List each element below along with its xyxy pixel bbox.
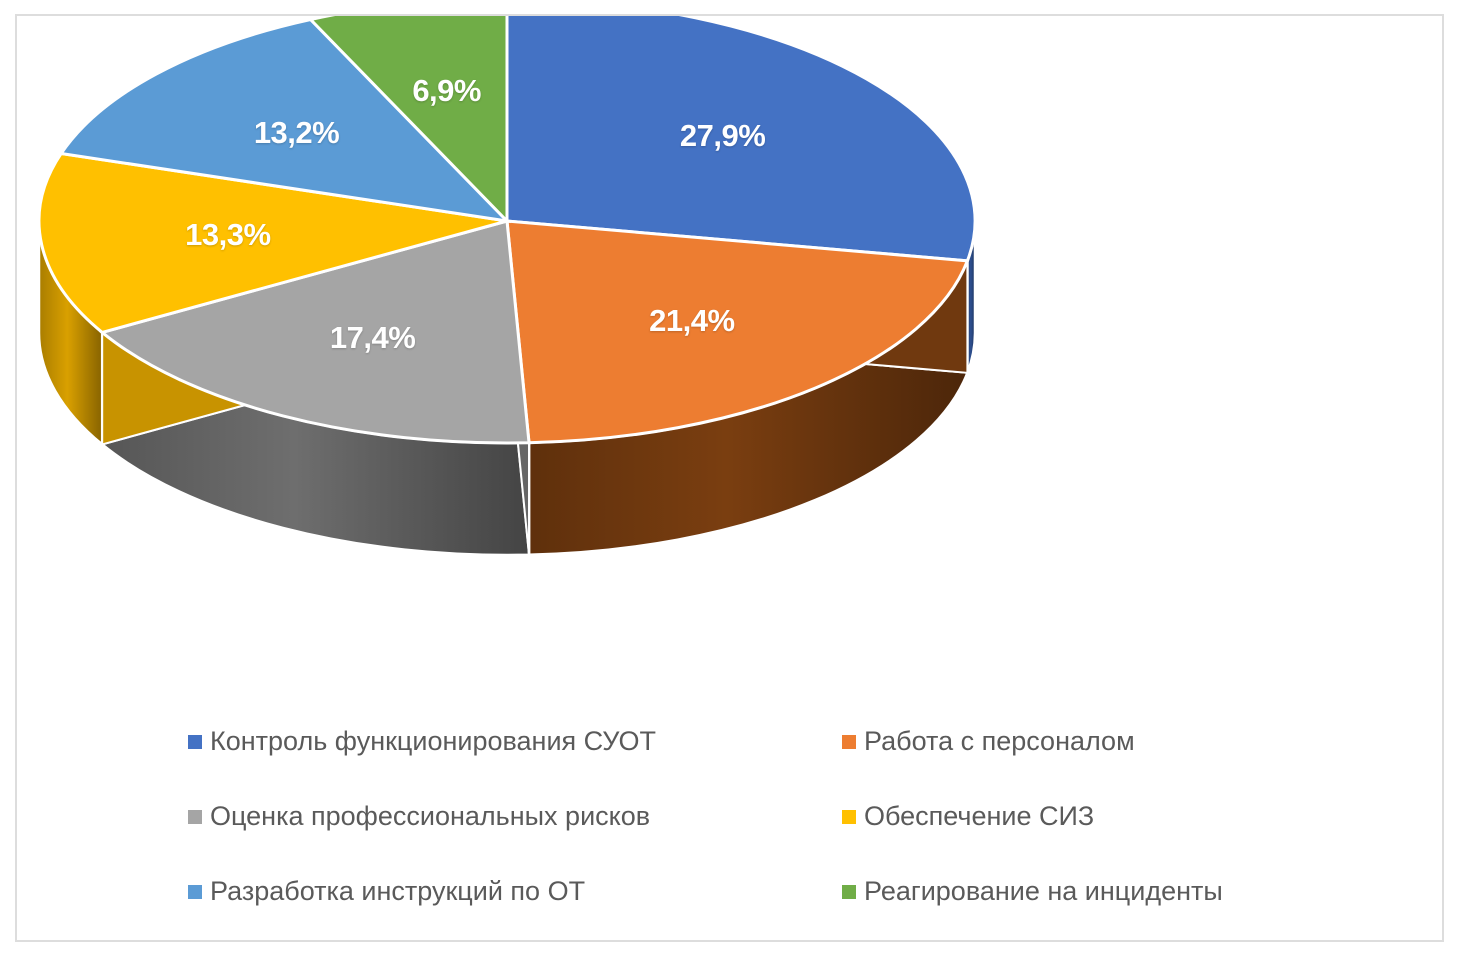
pie-slice [37, 151, 508, 335]
legend-color-swatch-icon [188, 809, 202, 824]
legend-item[interactable]: Контроль функционирования СУОТ [188, 704, 656, 779]
legend-item-label: Оценка профессиональных рисков [210, 801, 651, 831]
legend-item[interactable]: Реагирование на инциденты [842, 854, 1223, 929]
legend-item-label: Контроль функционирования СУОТ [210, 726, 657, 756]
legend-column-left: Контроль функционирования СУОТ Оценка про… [188, 704, 656, 929]
pie-chart-3d [37, 16, 977, 557]
legend-item-label: Обеспечение СИЗ [864, 801, 1095, 831]
chart-frame: 27,9% 21,4% 17,4% 13,3% 13,2% 6,9% Контроль ф… [15, 14, 1444, 942]
chart-legend: Контроль функционирования СУОТ Оценка про… [17, 704, 1446, 934]
legend-item-label: Разработка инструкций по ОТ [210, 876, 586, 906]
pie-slice [307, 16, 509, 225]
legend-color-swatch-icon [188, 734, 202, 749]
legend-color-swatch-icon [842, 734, 856, 749]
legend-color-swatch-icon [842, 884, 856, 899]
pie-slice [505, 16, 977, 263]
legend-color-swatch-icon [188, 884, 202, 899]
legend-column-right: Работа с персоналом Обеспечение СИЗ Реагир… [842, 704, 1223, 929]
legend-item[interactable]: Обеспечение СИЗ [842, 779, 1223, 854]
legend-item[interactable]: Разработка инструкций по ОТ [188, 854, 656, 929]
legend-color-swatch-icon [842, 809, 856, 824]
legend-item-label: Реагирование на инциденты [864, 876, 1223, 906]
pie-slice [98, 219, 531, 445]
legend-item-label: Работа с персоналом [864, 726, 1135, 756]
legend-item[interactable]: Оценка профессиональных рисков [188, 779, 656, 854]
pie-slice [505, 219, 970, 445]
pie-slice [58, 17, 512, 224]
legend-item[interactable]: Работа с персоналом [842, 704, 1223, 779]
pie-chart-plot-area: 27,9% 21,4% 17,4% 13,3% 13,2% 6,9% [17, 16, 1446, 696]
